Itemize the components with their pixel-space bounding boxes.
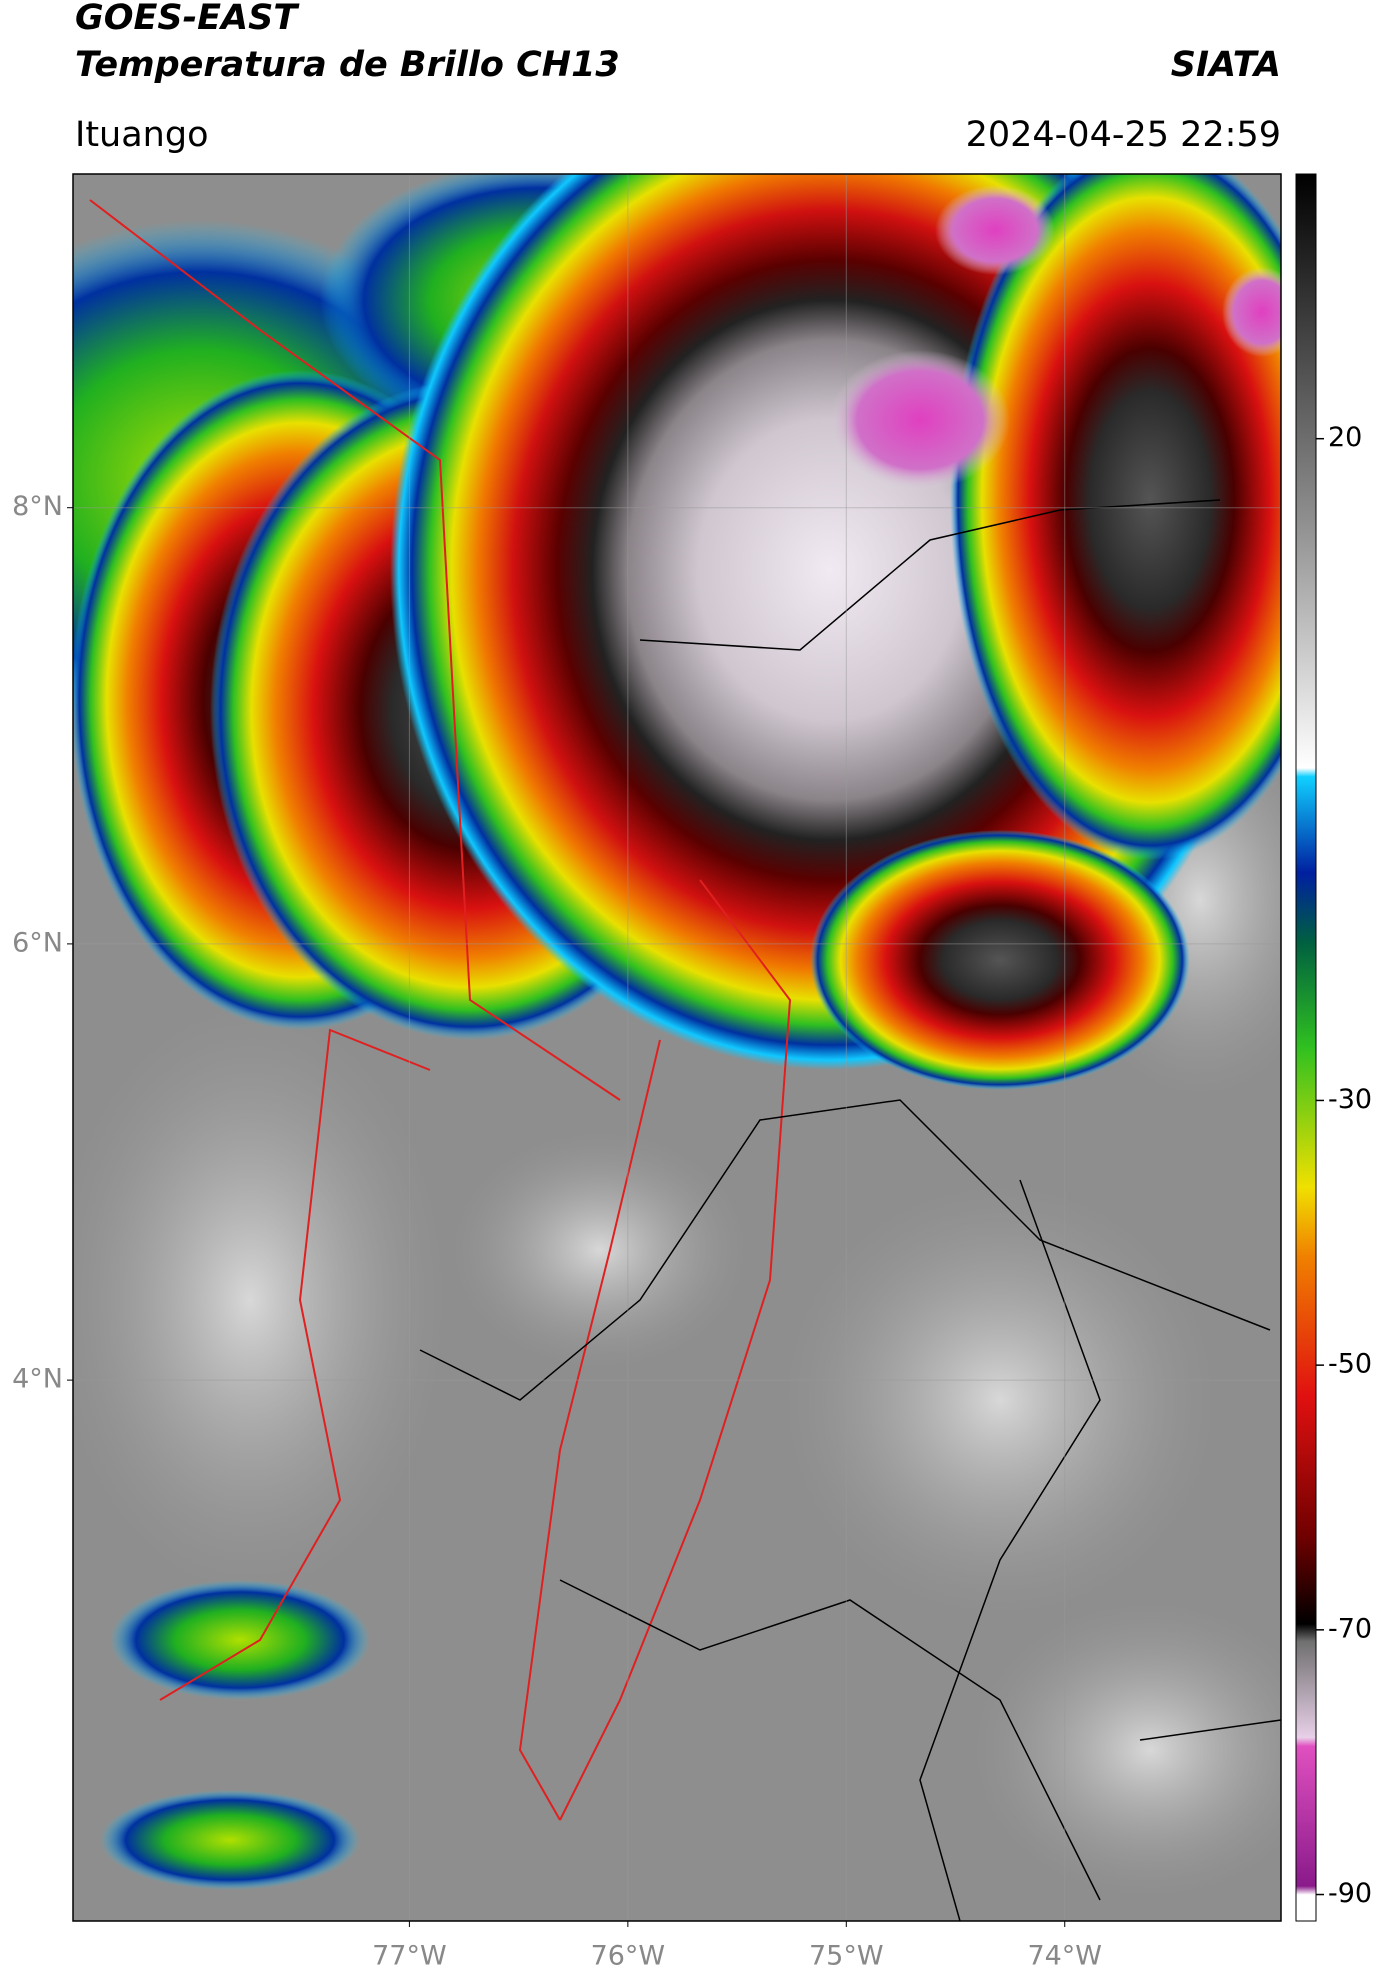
brand: SIATA [1171, 45, 1281, 85]
colorbar [1295, 173, 1317, 1922]
grid [73, 174, 1281, 1921]
colorbar-tick-label: -30 [1328, 1084, 1372, 1115]
colorbar-tick-label: 20 [1328, 422, 1362, 453]
colorbar-tick-label: -50 [1328, 1349, 1372, 1380]
title: GOES-EAST [75, 0, 300, 38]
y-tick-label: 4°N [12, 1364, 63, 1395]
y-tick-label: 8°N [12, 491, 63, 522]
x-tick-label: 75°W [809, 1941, 884, 1972]
satellite-image [73, 174, 1281, 1921]
datetime: 2024-04-25 22:59 [966, 115, 1281, 155]
map-frame [72, 173, 1282, 1922]
y-tick-label: 6°N [12, 927, 63, 958]
x-tick-label: 77°W [372, 1941, 447, 1972]
subtitle: Temperatura de Brillo CH13 [75, 45, 620, 85]
location: Ituango [75, 115, 209, 155]
x-tick-label: 76°W [591, 1941, 666, 1972]
colorbar-tick-label: -70 [1328, 1613, 1372, 1644]
colorbar-tick-label: -90 [1328, 1878, 1372, 1909]
x-tick-label: 74°W [1027, 1941, 1102, 1972]
